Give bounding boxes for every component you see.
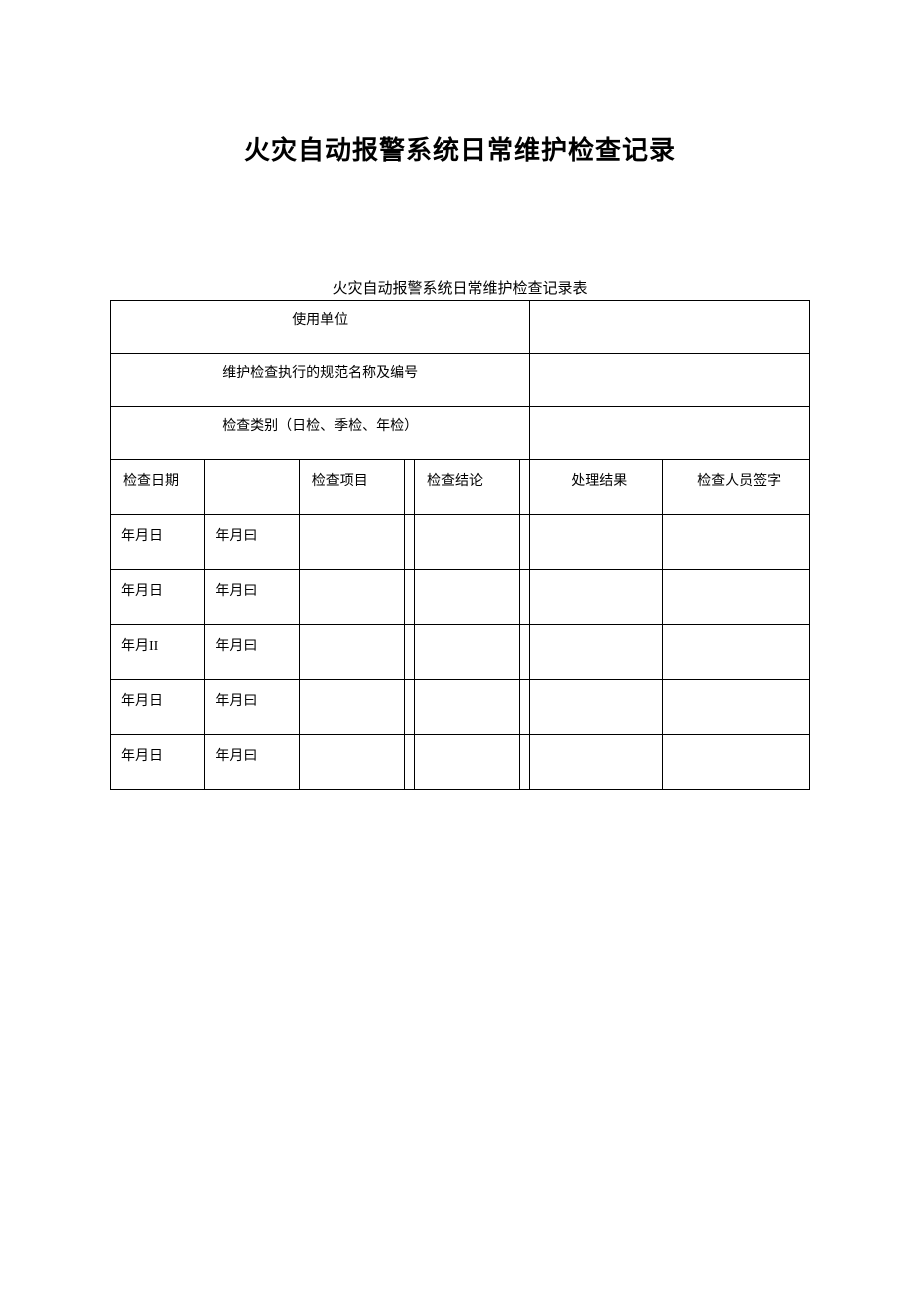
col-spacer [404,625,414,680]
table-row: 年月II 年月曰 [111,625,810,680]
cell-result [530,515,663,570]
inspection-table: 使用单位 维护检查执行的规范名称及编号 检查类别（日检、季检、年检） 检查日期 … [110,300,810,790]
col-header [205,460,299,515]
info-label: 维护检查执行的规范名称及编号 [111,354,530,407]
col-spacer [519,570,529,625]
col-spacer [404,570,414,625]
cell-conclusion [415,680,520,735]
col-spacer [404,680,414,735]
col-spacer [519,625,529,680]
column-header-row: 检查日期 检查项目 检查结论 处理结果 检查人员签字 [111,460,810,515]
col-spacer [519,735,529,790]
col-header: 检查项目 [299,460,404,515]
info-value [530,354,810,407]
main-title: 火灾自动报警系统日常维护检查记录 [110,130,810,167]
table-row: 年月日 年月曰 [111,570,810,625]
cell-conclusion [415,570,520,625]
cell-date2: 年月曰 [205,735,299,790]
col-header: 检查人员签字 [663,460,810,515]
cell-item [299,515,404,570]
cell-date: 年月日 [111,570,205,625]
col-spacer [404,460,414,515]
cell-date2: 年月曰 [205,625,299,680]
cell-signature [663,735,810,790]
info-row: 检查类别（日检、季检、年检） [111,407,810,460]
info-label: 检查类别（日检、季检、年检） [111,407,530,460]
info-row: 使用单位 [111,301,810,354]
cell-conclusion [415,735,520,790]
cell-result [530,570,663,625]
col-spacer [404,735,414,790]
cell-conclusion [415,515,520,570]
table-row: 年月日 年月曰 [111,680,810,735]
cell-item [299,570,404,625]
cell-date: 年月日 [111,735,205,790]
cell-signature [663,680,810,735]
cell-item [299,680,404,735]
col-spacer [519,680,529,735]
cell-date: 年月日 [111,680,205,735]
table-row: 年月日 年月曰 [111,735,810,790]
col-header: 检查日期 [111,460,205,515]
info-value [530,301,810,354]
col-header: 处理结果 [530,460,663,515]
cell-date2: 年月曰 [205,515,299,570]
cell-result [530,625,663,680]
cell-signature [663,570,810,625]
col-spacer [519,460,529,515]
cell-date2: 年月曰 [205,570,299,625]
col-header: 检查结论 [415,460,520,515]
table-row: 年月日 年月曰 [111,515,810,570]
cell-signature [663,515,810,570]
cell-date: 年月日 [111,515,205,570]
cell-date: 年月II [111,625,205,680]
cell-date2: 年月曰 [205,680,299,735]
cell-signature [663,625,810,680]
col-spacer [404,515,414,570]
cell-result [530,680,663,735]
col-spacer [519,515,529,570]
cell-result [530,735,663,790]
info-label: 使用单位 [111,301,530,354]
sub-title: 火灾自动报警系统日常维护检查记录表 [110,277,810,298]
document-page: 火灾自动报警系统日常维护检查记录 火灾自动报警系统日常维护检查记录表 使用单位 … [0,0,920,790]
info-row: 维护检查执行的规范名称及编号 [111,354,810,407]
cell-item [299,735,404,790]
cell-conclusion [415,625,520,680]
cell-item [299,625,404,680]
info-value [530,407,810,460]
